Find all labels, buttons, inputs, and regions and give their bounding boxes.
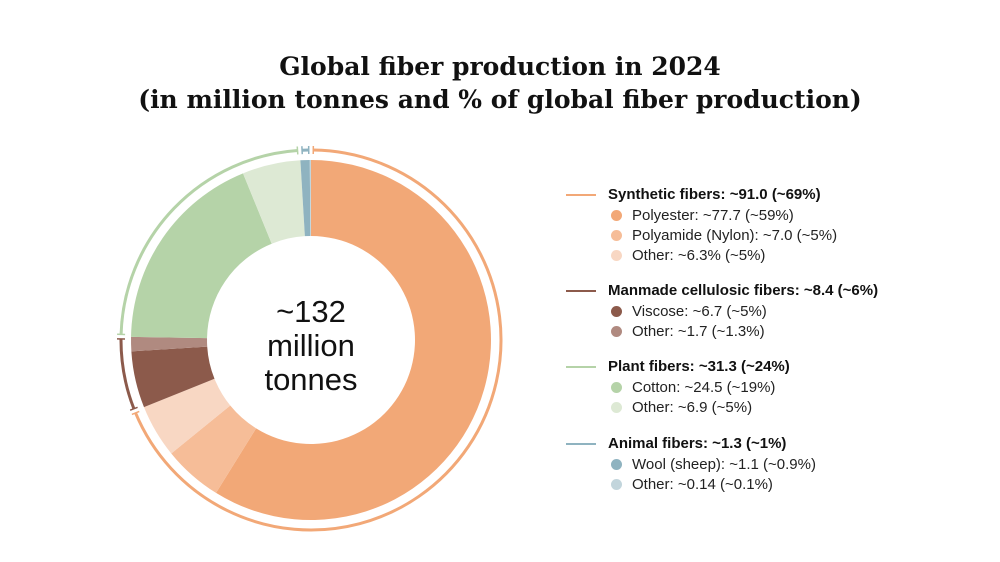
center-total-unit-1: million (267, 328, 355, 363)
legend-group-label: Plant fibers: ~31.3 (~24%) (608, 358, 790, 375)
legend-item-label: Polyester: ~77.7 (~59%) (632, 207, 794, 224)
donut-slices (131, 159, 491, 520)
legend-group-label: Manmade cellulosic fibers: ~8.4 (~6%) (608, 282, 879, 299)
donut-slice-3 (143, 378, 231, 454)
donut-slice-1 (216, 160, 491, 520)
donut-slice-6 (131, 173, 272, 339)
donut-slice-2 (171, 405, 257, 493)
group-ring-tick (296, 146, 299, 155)
chart-title-line-2: (in million tonnes and % of global fiber… (138, 85, 862, 114)
legend-item-label: Polyamide (Nylon): ~7.0 (~5%) (632, 227, 838, 244)
donut-slice-4 (131, 346, 215, 408)
center-total-unit-2: tonnes (264, 362, 357, 397)
group-ring-1 (134, 148, 503, 532)
donut-slice-9 (309, 159, 311, 236)
legend-item-label: Other: ~0.14 (~0.1%) (632, 476, 773, 493)
group-ring-tick (131, 410, 140, 416)
legend-group-label: Synthetic fibers: ~91.0 (~69%) (608, 186, 821, 203)
legend-item-label: Other: ~6.3% (~5%) (632, 247, 766, 264)
legend-item-label: Wool (sheep): ~1.1 (~0.9%) (632, 456, 816, 473)
legend-item-label: Other: ~6.9 (~5%) (632, 399, 753, 416)
group-ring-2 (119, 338, 136, 410)
donut-slice-7 (243, 160, 305, 244)
group-ring-3 (119, 148, 298, 335)
group-rings (116, 146, 503, 532)
donut-chart: ~132 million tonnes (116, 146, 503, 532)
legend-item-label: Viscose: ~6.7 (~5%) (632, 303, 767, 320)
legend-item-label: Cotton: ~24.5 (~19%) (632, 379, 776, 396)
group-ring-tick (129, 406, 138, 411)
donut-slice-5 (131, 336, 208, 352)
chart-title-line-1: Global fiber production in 2024 (279, 52, 721, 81)
chart-title: Global fiber production in 2024 (in mill… (0, 50, 1000, 116)
legend-group-label: Animal fibers: ~1.3 (~1%) (608, 435, 787, 452)
legend-item-label: Other: ~1.7 (~1.3%) (632, 323, 765, 340)
center-total-value: ~132 (276, 294, 346, 329)
donut-slice-8 (300, 160, 311, 237)
